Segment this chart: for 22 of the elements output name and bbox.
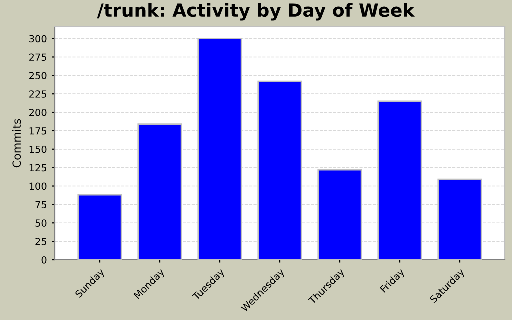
y-tick-label: 100	[30, 182, 47, 190]
y-tick-label: 50	[36, 220, 47, 227]
y-tick-label: 150	[30, 146, 47, 154]
bar	[258, 80, 302, 260]
y-tick-label: 225	[30, 90, 47, 98]
y-tick-label: 175	[30, 128, 47, 135]
bar	[138, 124, 182, 260]
y-tick-label: 75	[36, 201, 47, 209]
bar	[318, 169, 362, 260]
y-tick-label: 25	[36, 238, 47, 246]
bar	[78, 194, 122, 260]
y-tick-label: 275	[30, 54, 47, 62]
y-tick-label: 125	[30, 164, 47, 172]
y-tick-label: 300	[30, 35, 47, 43]
bar	[438, 178, 482, 260]
y-tick-label: 250	[30, 72, 47, 80]
y-axis-title: Commits	[12, 119, 22, 168]
bar	[378, 100, 422, 260]
bar	[198, 38, 242, 260]
chart-title: /trunk: Activity by Day of Week	[97, 3, 416, 21]
y-tick-label: 200	[30, 109, 47, 116]
y-tick-label: 0	[42, 256, 47, 264]
